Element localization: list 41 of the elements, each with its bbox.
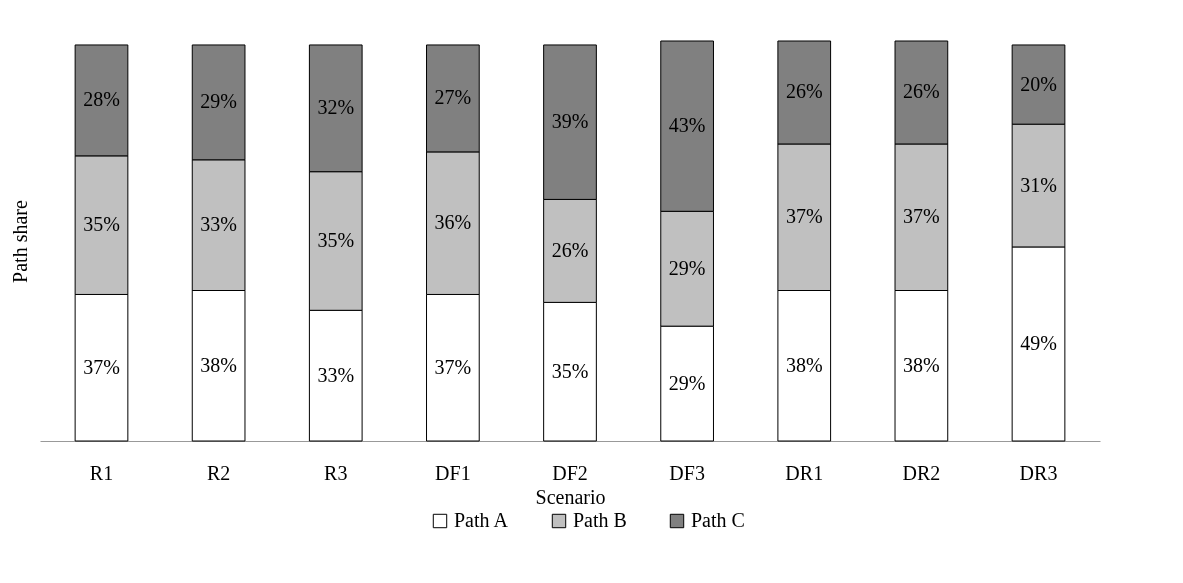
x-tick-label: R3 bbox=[324, 461, 348, 484]
x-axis-title: Scenario bbox=[535, 485, 606, 508]
data-label: 20% bbox=[1020, 72, 1057, 95]
x-tick-label: DF2 bbox=[552, 461, 588, 484]
data-label: 37% bbox=[785, 205, 823, 228]
data-label: 32% bbox=[317, 96, 355, 119]
data-label: 31% bbox=[1020, 173, 1057, 196]
data-label: 43% bbox=[668, 114, 706, 137]
data-label: 26% bbox=[903, 80, 940, 103]
data-label: 29% bbox=[668, 371, 706, 394]
data-label: 38% bbox=[903, 353, 940, 376]
x-tick-label: DR3 bbox=[1019, 461, 1058, 484]
data-label: 49% bbox=[1020, 331, 1057, 354]
data-label: 35% bbox=[317, 229, 355, 251]
data-label: 26% bbox=[551, 238, 589, 261]
data-label: 36% bbox=[434, 211, 472, 234]
data-label: 35% bbox=[83, 213, 120, 236]
x-tick-label: DF3 bbox=[669, 461, 705, 484]
x-tick-label: DR1 bbox=[785, 461, 824, 484]
x-tick-label: DF1 bbox=[435, 461, 471, 484]
data-label: 35% bbox=[551, 359, 589, 382]
data-label: 27% bbox=[434, 86, 472, 109]
x-tick-label: R1 bbox=[89, 461, 114, 484]
legend-label: Path A bbox=[454, 509, 509, 531]
data-label: 38% bbox=[785, 353, 823, 376]
data-label: 28% bbox=[83, 88, 120, 111]
data-label: 33% bbox=[200, 213, 237, 236]
legend-label: Path C bbox=[691, 509, 745, 531]
data-label: 33% bbox=[317, 363, 355, 386]
data-label: 26% bbox=[785, 80, 823, 103]
y-axis-title: Path share bbox=[8, 200, 31, 283]
x-tick-label: R2 bbox=[206, 461, 231, 484]
data-label: 37% bbox=[434, 355, 472, 378]
data-label: 37% bbox=[83, 355, 120, 378]
legend-label: Path B bbox=[573, 509, 627, 531]
data-label: 37% bbox=[903, 205, 940, 228]
x-tick-label: DR2 bbox=[902, 461, 941, 484]
data-label: 29% bbox=[668, 256, 706, 279]
data-label: 29% bbox=[200, 90, 237, 113]
data-label: 38% bbox=[200, 353, 237, 376]
data-label: 39% bbox=[551, 110, 589, 133]
